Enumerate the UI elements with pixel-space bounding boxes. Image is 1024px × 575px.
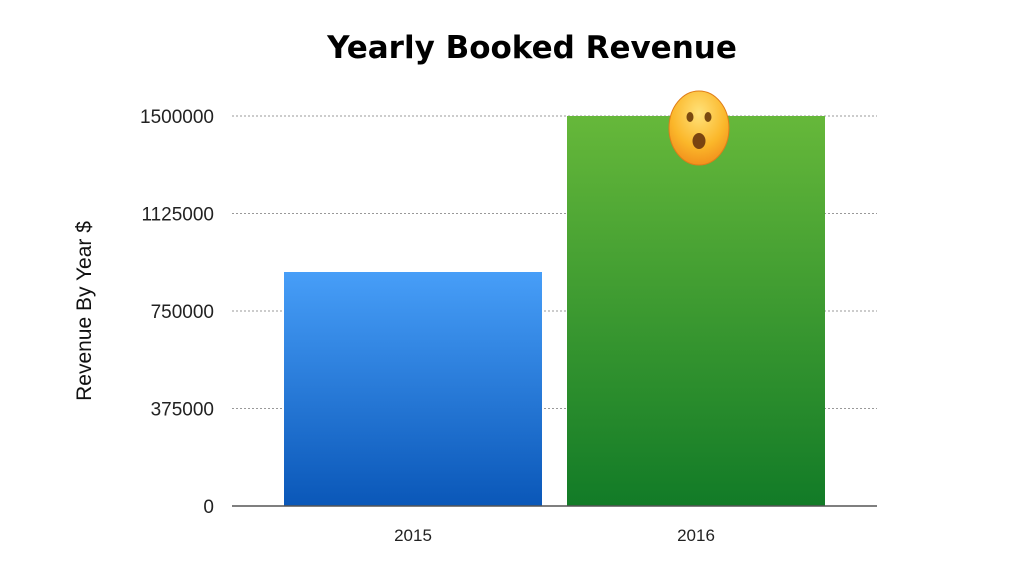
y-tick-label: 1500000 <box>140 107 214 128</box>
y-tick-label: 1125000 <box>141 205 214 226</box>
chart-title: Yearly Booked Revenue <box>326 30 737 66</box>
y-axis-label: Revenue By Year $ <box>73 221 96 401</box>
x-tick-label: 2016 <box>677 526 715 545</box>
astonished-face-icon <box>668 90 730 166</box>
y-tick-label: 0 <box>203 497 214 518</box>
x-tick-label: 2015 <box>394 526 432 545</box>
bar-2016 <box>567 116 825 506</box>
y-tick-label: 750000 <box>151 302 214 323</box>
y-tick-label: 375000 <box>151 400 214 421</box>
bar-2015 <box>284 272 542 506</box>
